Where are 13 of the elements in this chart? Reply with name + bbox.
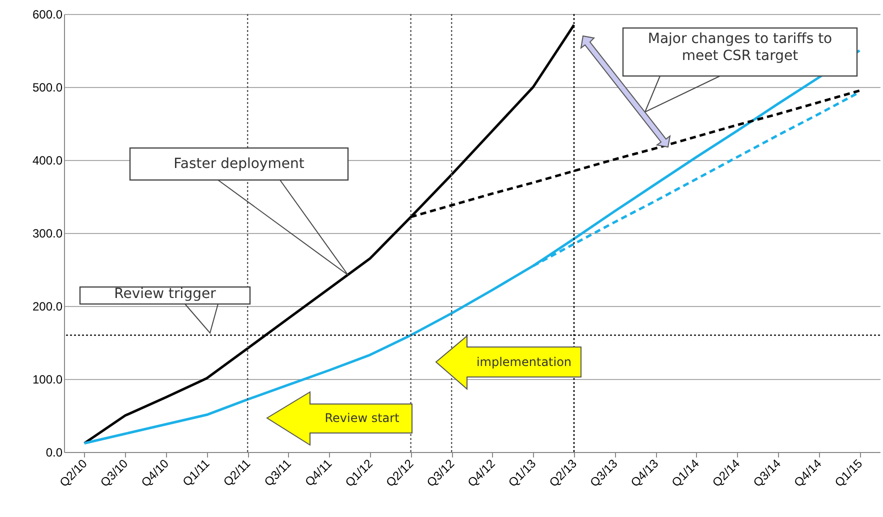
y-tick-label: 400.0 bbox=[32, 154, 63, 168]
y-tick-label: 0.0 bbox=[46, 446, 63, 460]
y-tick-label: 200.0 bbox=[32, 300, 63, 314]
annotation: Review start bbox=[324, 411, 400, 426]
annotation: Major changes to tariffs to meet CSR target bbox=[646, 31, 834, 65]
line-series bbox=[83, 49, 861, 444]
y-tick-label: 100.0 bbox=[32, 372, 63, 386]
annotation: Review trigger bbox=[80, 286, 250, 303]
annotation: implementation bbox=[475, 355, 573, 370]
y-tick-label: 500.0 bbox=[32, 80, 63, 94]
y-tick-label: 300.0 bbox=[32, 226, 63, 240]
y-tick-label: 600.0 bbox=[32, 8, 63, 22]
annotation: Faster deployment bbox=[172, 156, 306, 173]
